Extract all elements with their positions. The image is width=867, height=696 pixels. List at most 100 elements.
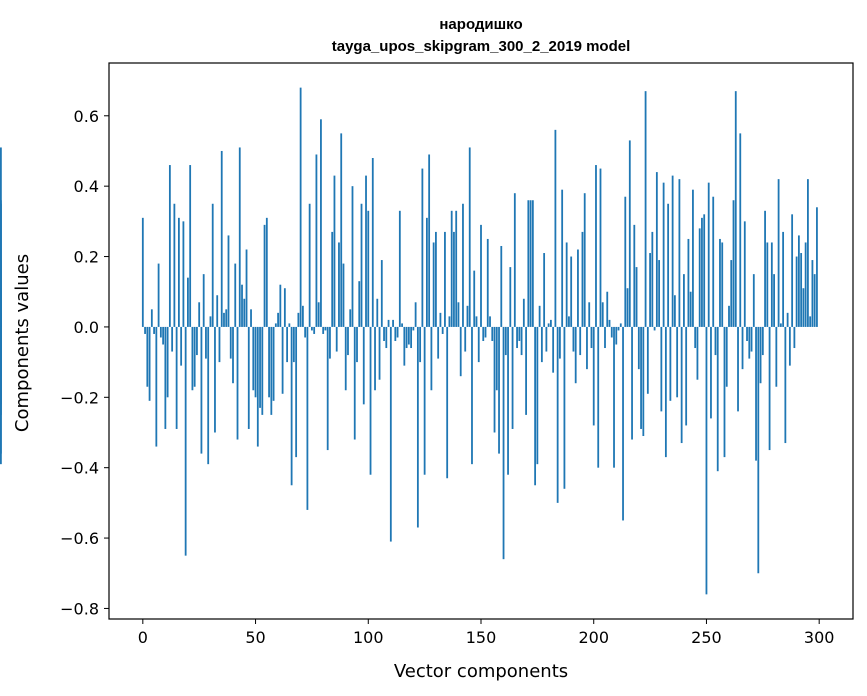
bar — [216, 295, 219, 327]
bar — [734, 91, 737, 327]
bar — [511, 326, 514, 429]
bar — [270, 326, 273, 415]
bar — [712, 196, 715, 327]
bar — [218, 326, 221, 363]
bar — [311, 326, 313, 331]
bar — [428, 154, 431, 327]
bar — [259, 326, 261, 408]
bar — [396, 326, 399, 338]
bar — [261, 326, 264, 415]
bar — [347, 326, 349, 356]
y-axis-label: Components values — [12, 254, 33, 432]
bar — [371, 158, 374, 327]
x-tick-label: 50 — [245, 628, 265, 647]
bar — [466, 305, 469, 327]
bar — [649, 253, 651, 327]
bar — [633, 224, 636, 327]
bar — [549, 319, 552, 327]
bar — [529, 200, 532, 327]
bar — [234, 263, 237, 327]
bar — [247, 326, 250, 429]
bar — [775, 326, 778, 387]
bar — [335, 326, 338, 352]
bar — [180, 326, 183, 366]
bar — [730, 260, 733, 327]
bar — [664, 326, 667, 458]
bar — [662, 182, 665, 327]
bar — [522, 298, 525, 327]
bar — [509, 267, 512, 327]
bar — [495, 326, 498, 391]
bar — [813, 274, 816, 327]
bar — [719, 238, 721, 327]
bar — [493, 326, 496, 433]
bar — [725, 326, 728, 387]
bar — [635, 267, 638, 327]
bar — [545, 326, 548, 352]
bar — [527, 200, 530, 327]
bar — [184, 326, 187, 556]
bar — [292, 326, 295, 363]
bar — [205, 326, 207, 359]
bar — [146, 326, 149, 387]
bar — [626, 288, 629, 327]
bar — [455, 210, 458, 327]
bar — [187, 277, 189, 327]
bar — [653, 326, 656, 331]
bar — [153, 326, 155, 334]
bar — [651, 231, 654, 327]
bar — [619, 323, 622, 327]
bar — [640, 326, 642, 429]
y-tick-label: 0.4 — [74, 177, 99, 196]
bar — [301, 305, 304, 327]
ticks-group: 0 50 100 150 200 250 300 −0.8 −0.6 −0.4 −0.2 0.0 0.2… — [60, 107, 834, 647]
bar — [592, 326, 595, 426]
bar — [159, 326, 162, 338]
bar — [556, 326, 559, 503]
bar — [795, 256, 798, 327]
bar — [770, 242, 773, 327]
bar — [746, 326, 748, 341]
bar — [755, 326, 757, 461]
bar — [601, 302, 604, 327]
bar — [482, 326, 485, 341]
bar — [164, 326, 167, 429]
bar — [387, 319, 390, 327]
bar — [563, 326, 566, 489]
bar — [597, 326, 600, 468]
bar — [802, 288, 805, 327]
bar — [155, 326, 158, 447]
bar — [471, 326, 473, 465]
y-tick-label: 0.2 — [74, 248, 99, 267]
bar — [534, 326, 537, 486]
bar — [468, 147, 471, 327]
bar — [365, 175, 367, 327]
bar — [207, 326, 210, 465]
bar — [403, 326, 406, 366]
bar — [358, 281, 361, 327]
bar — [389, 326, 392, 542]
bar — [477, 326, 480, 363]
bar — [685, 326, 688, 426]
plot-frame — [108, 62, 854, 620]
bar — [236, 326, 239, 440]
bar — [464, 326, 467, 352]
bar — [595, 165, 597, 327]
bar — [144, 326, 146, 334]
bar — [606, 291, 609, 327]
bar — [304, 326, 307, 338]
bar — [263, 224, 266, 327]
bar — [252, 326, 255, 391]
bar — [315, 154, 318, 327]
bar — [378, 326, 381, 380]
bar — [786, 312, 789, 327]
chart-title: народишко — [439, 16, 522, 33]
bar — [498, 326, 500, 454]
bar — [757, 326, 760, 574]
bar — [696, 326, 699, 380]
bar — [473, 270, 476, 327]
bar — [308, 203, 311, 327]
bar — [394, 326, 397, 341]
bar — [430, 326, 433, 391]
bar — [374, 326, 376, 391]
